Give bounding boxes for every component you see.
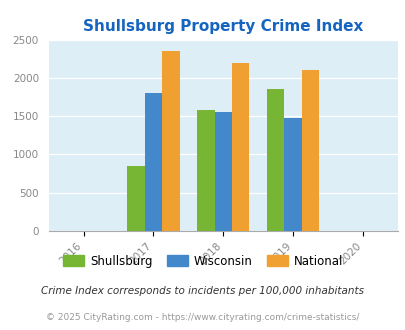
Bar xyxy=(284,118,301,231)
Text: Crime Index corresponds to incidents per 100,000 inhabitants: Crime Index corresponds to incidents per… xyxy=(41,286,364,296)
Bar xyxy=(231,63,249,231)
Bar xyxy=(162,51,179,231)
Bar xyxy=(266,89,284,231)
Legend: Shullsburg, Wisconsin, National: Shullsburg, Wisconsin, National xyxy=(58,250,347,273)
Bar xyxy=(214,112,231,231)
Text: © 2025 CityRating.com - https://www.cityrating.com/crime-statistics/: © 2025 CityRating.com - https://www.city… xyxy=(46,313,359,322)
Title: Shullsburg Property Crime Index: Shullsburg Property Crime Index xyxy=(83,19,362,34)
Bar xyxy=(127,166,144,231)
Bar xyxy=(301,70,318,231)
Bar xyxy=(196,111,214,231)
Bar xyxy=(144,93,162,231)
